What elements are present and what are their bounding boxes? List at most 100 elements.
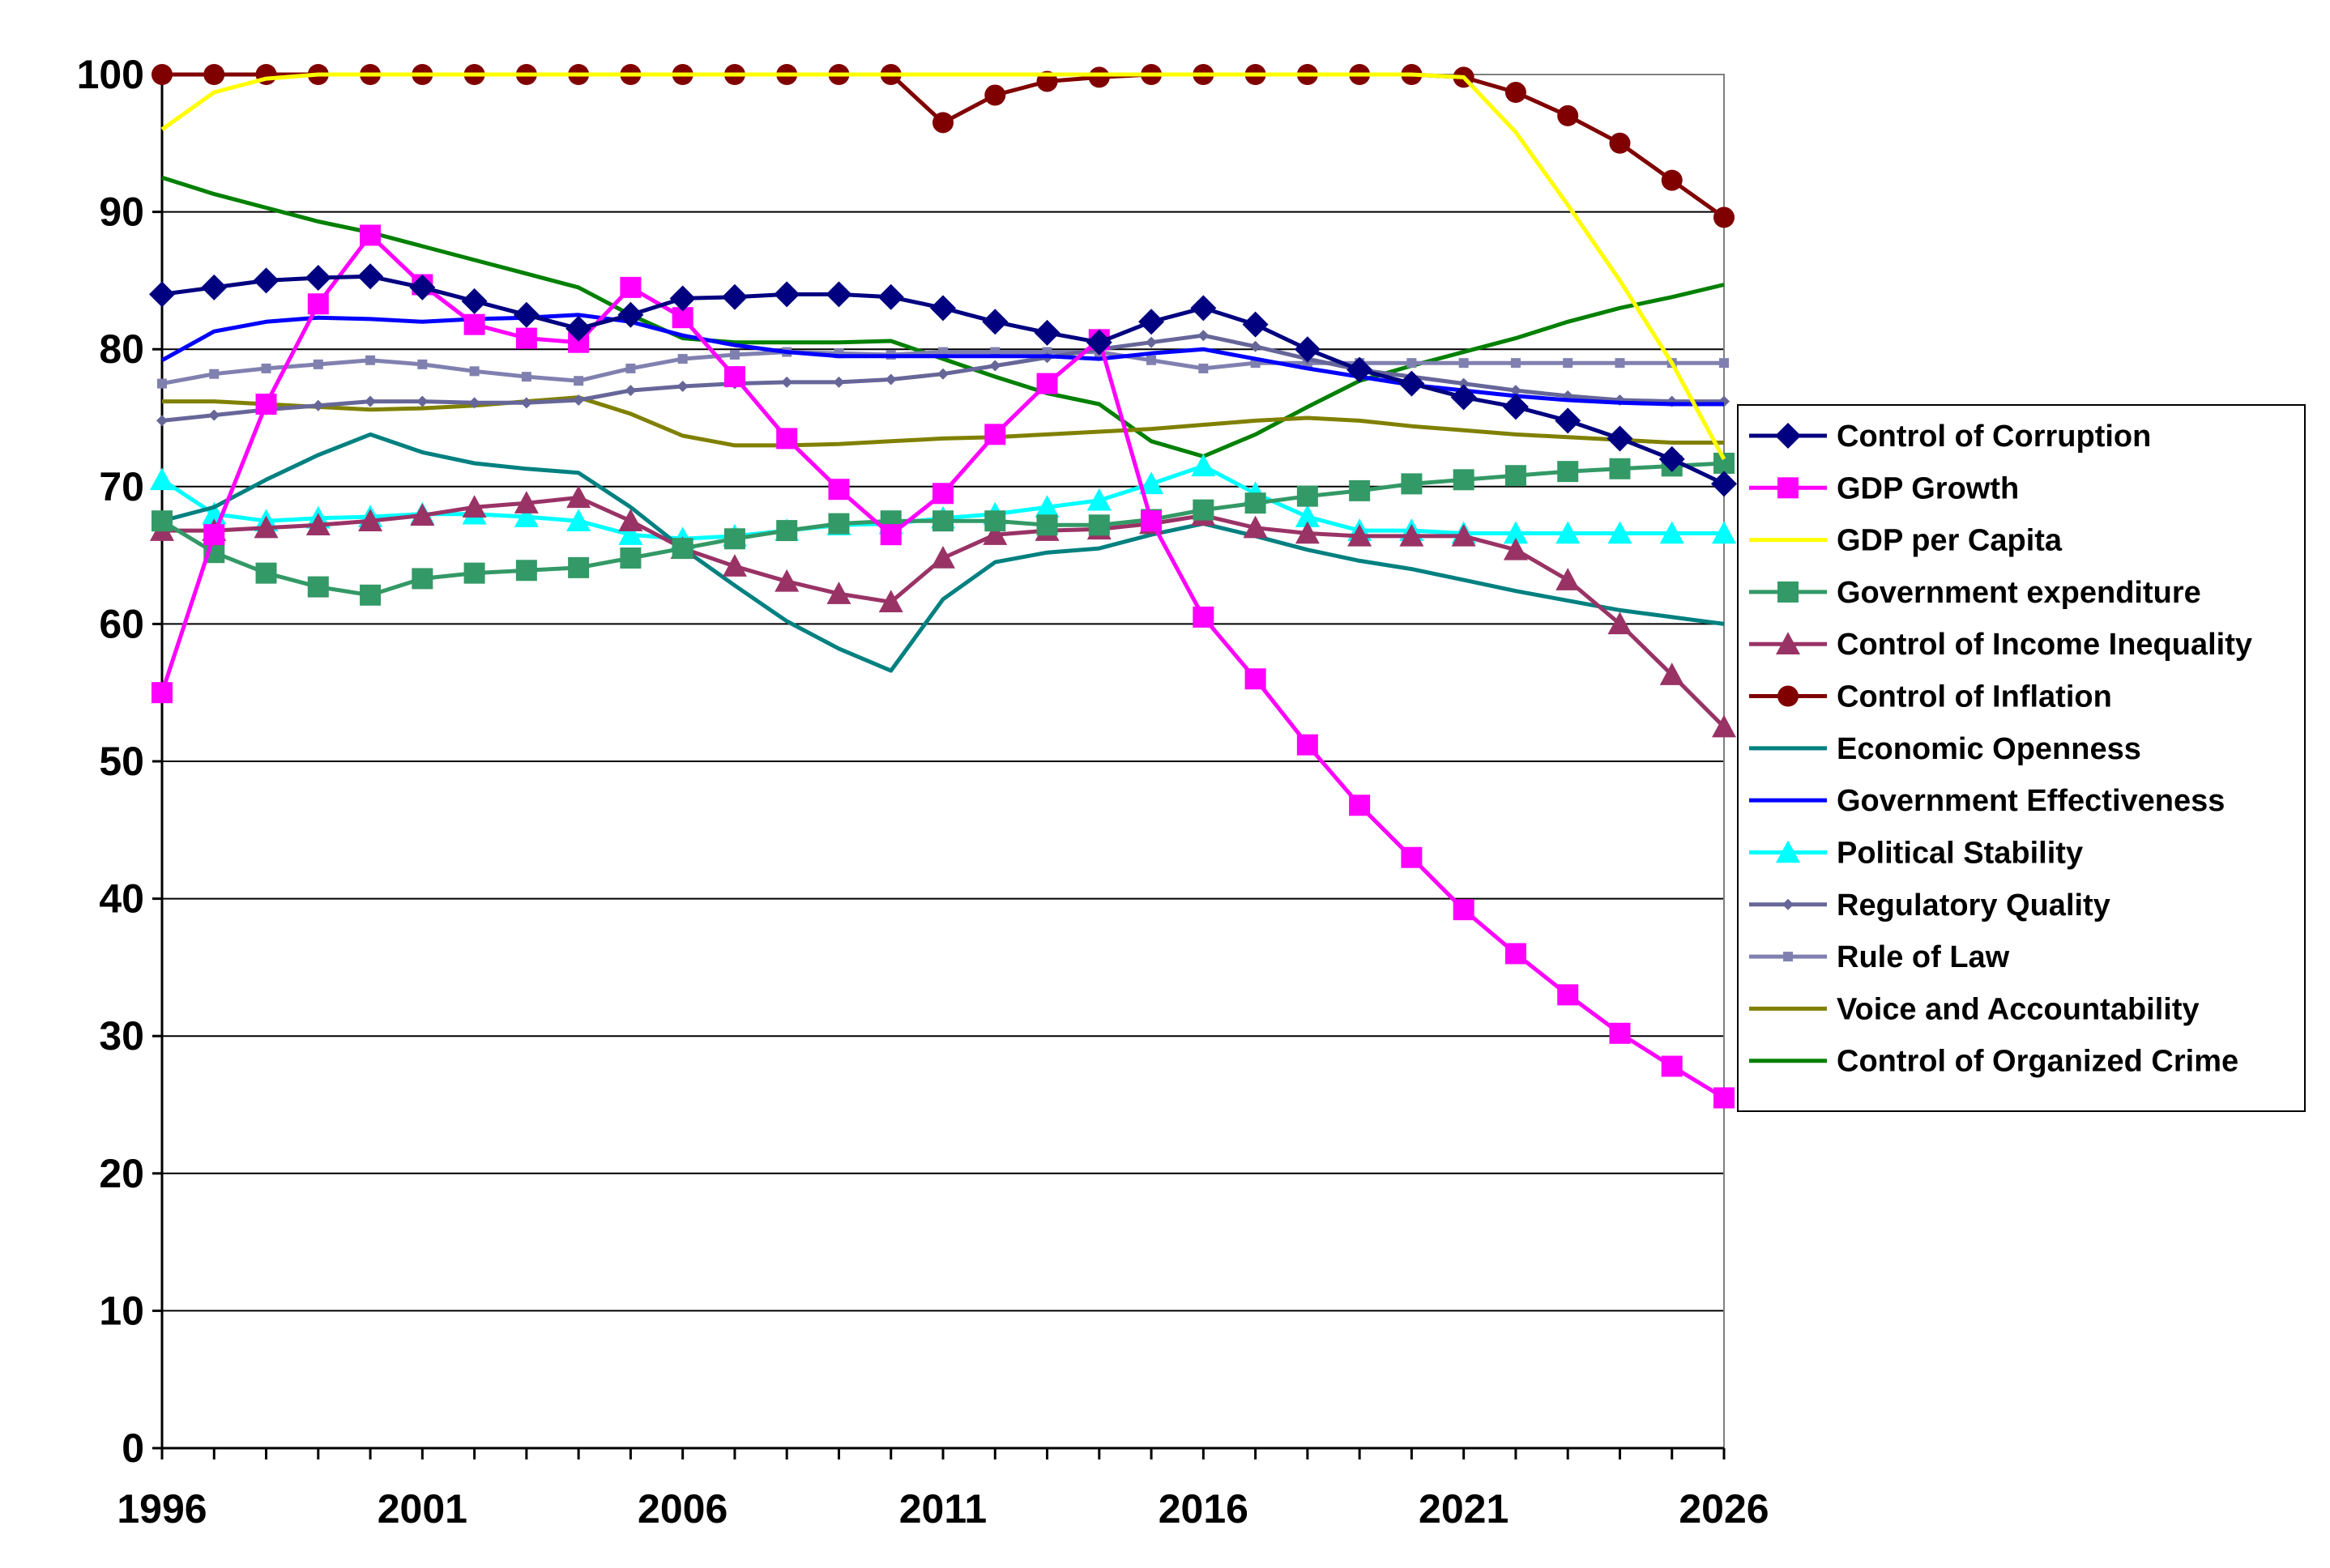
data-point-control-of-inflation	[203, 64, 225, 85]
data-point-gdp-growth	[1296, 734, 1318, 756]
legend-label: GDP Growth	[1837, 471, 2019, 505]
series-line-economic-openness	[161, 432, 1725, 673]
data-point-control-of-corruption	[617, 301, 644, 328]
legend-marker	[1777, 477, 1799, 499]
data-point-control-of-income-inequality	[1347, 523, 1372, 547]
legend-item-gdp-per-capita: GDP per Capita	[1749, 524, 2063, 558]
data-point-regulatory-quality	[156, 415, 168, 427]
series-gdp-growth	[151, 224, 1735, 1109]
data-point-rule-of-law	[157, 378, 167, 389]
data-point-rule-of-law	[365, 355, 376, 365]
legend-item-government-effectiveness: Government Effectiveness	[1749, 784, 2225, 818]
data-point-control-of-income-inequality	[1503, 537, 1528, 560]
data-point-control-of-corruption	[1138, 309, 1165, 335]
series-rule-of-law	[157, 347, 1729, 389]
y-tick-label: 30	[99, 1013, 144, 1059]
data-point-control-of-inflation	[151, 64, 173, 85]
data-point-control-of-corruption	[1658, 445, 1685, 472]
data-point-government-expenditure	[723, 528, 745, 550]
data-point-control-of-corruption	[930, 295, 956, 322]
data-point-control-of-corruption	[826, 281, 852, 308]
data-point-regulatory-quality	[573, 394, 585, 406]
data-point-government-expenditure	[672, 538, 693, 560]
data-point-control-of-income-inequality	[358, 509, 383, 531]
data-point-regulatory-quality	[937, 368, 949, 380]
data-point-control-of-corruption	[1190, 295, 1217, 322]
data-point-rule-of-law	[625, 363, 636, 373]
data-point-control-of-corruption	[357, 263, 384, 290]
data-point-control-of-income-inequality	[254, 515, 279, 539]
legend-item-gdp-growth: GDP Growth	[1749, 471, 2019, 505]
data-point-government-expenditure	[1557, 461, 1579, 483]
data-point-regulatory-quality	[885, 373, 897, 386]
legend-marker	[1775, 423, 1801, 449]
legend-item-political-stability: Political Stability	[1749, 836, 2083, 870]
data-point-rule-of-law	[1198, 363, 1209, 373]
x-tick-label: 2011	[899, 1486, 987, 1532]
data-point-political-stability	[566, 509, 591, 531]
legend-box	[1737, 404, 2306, 1112]
series-control-of-organized-crime	[161, 175, 1725, 458]
data-point-rule-of-law	[1406, 358, 1417, 369]
data-point-control-of-income-inequality	[931, 545, 955, 569]
data-point-political-stability	[618, 522, 643, 545]
legend-item-control-of-income-inequality: Control of Income Inequality	[1749, 628, 2252, 662]
data-point-rule-of-law	[1510, 358, 1521, 369]
legend-label: Control of Corruption	[1837, 420, 2151, 454]
y-tick-label: 10	[99, 1288, 144, 1333]
data-point-control-of-income-inequality	[722, 554, 747, 577]
x-tick-label: 1996	[117, 1486, 207, 1532]
data-point-regulatory-quality	[312, 399, 324, 411]
data-point-control-of-income-inequality	[618, 509, 643, 531]
data-point-control-of-corruption	[1555, 407, 1581, 434]
data-point-control-of-inflation	[1504, 82, 1526, 104]
data-point-control-of-inflation	[1088, 66, 1110, 88]
data-point-regulatory-quality	[416, 395, 429, 407]
legend-label: Economic Openness	[1837, 732, 2141, 766]
data-point-government-expenditure	[412, 568, 433, 590]
data-point-control-of-corruption	[1242, 311, 1269, 338]
data-point-government-expenditure	[828, 513, 850, 535]
data-point-control-of-corruption	[1607, 425, 1633, 452]
data-point-government-expenditure	[568, 556, 590, 578]
data-point-regulatory-quality	[1249, 340, 1261, 352]
data-point-rule-of-law	[729, 349, 740, 360]
data-point-control-of-income-inequality	[1399, 523, 1424, 547]
data-point-government-expenditure	[151, 510, 173, 532]
data-point-gdp-growth	[1401, 846, 1423, 868]
data-point-government-expenditure	[1296, 485, 1318, 507]
data-point-government-expenditure	[984, 510, 1006, 532]
x-tick-label: 2021	[1419, 1486, 1509, 1532]
data-point-political-stability	[1659, 521, 1684, 544]
data-point-control-of-income-inequality	[514, 491, 539, 513]
data-point-gdp-growth	[776, 428, 798, 450]
data-point-political-stability	[1035, 495, 1060, 518]
legend-label: Political Stability	[1837, 836, 2083, 870]
series-line-control-of-organized-crime	[161, 175, 1725, 458]
data-point-control-of-income-inequality	[1451, 523, 1476, 547]
legend-item-economic-openness: Economic Openness	[1749, 732, 2141, 766]
data-point-government-expenditure	[1453, 469, 1474, 491]
data-point-control-of-income-inequality	[983, 522, 1008, 545]
data-point-control-of-corruption	[774, 281, 800, 308]
data-point-rule-of-law	[574, 376, 584, 386]
series-control-of-inflation	[151, 64, 1735, 228]
legend-label: GDP per Capita	[1837, 524, 2063, 558]
y-tick-label: 80	[99, 326, 144, 372]
y-tick-label: 40	[99, 876, 144, 922]
data-point-political-stability	[1503, 521, 1528, 544]
data-point-government-expenditure	[1349, 479, 1371, 501]
data-point-gdp-growth	[1036, 373, 1058, 394]
data-point-control-of-income-inequality	[1555, 568, 1581, 590]
data-point-government-expenditure	[932, 510, 954, 532]
data-point-control-of-corruption	[409, 274, 436, 300]
legend-item-control-of-corruption: Control of Corruption	[1749, 420, 2151, 454]
legend-label: Control of Organized Crime	[1837, 1045, 2238, 1079]
data-point-control-of-income-inequality	[826, 582, 851, 604]
data-point-rule-of-law	[677, 354, 688, 364]
data-point-control-of-income-inequality	[775, 569, 800, 592]
data-point-control-of-inflation	[1609, 132, 1631, 154]
data-point-regulatory-quality	[208, 409, 220, 421]
data-point-control-of-inflation	[1713, 207, 1735, 228]
data-point-regulatory-quality	[781, 376, 793, 388]
